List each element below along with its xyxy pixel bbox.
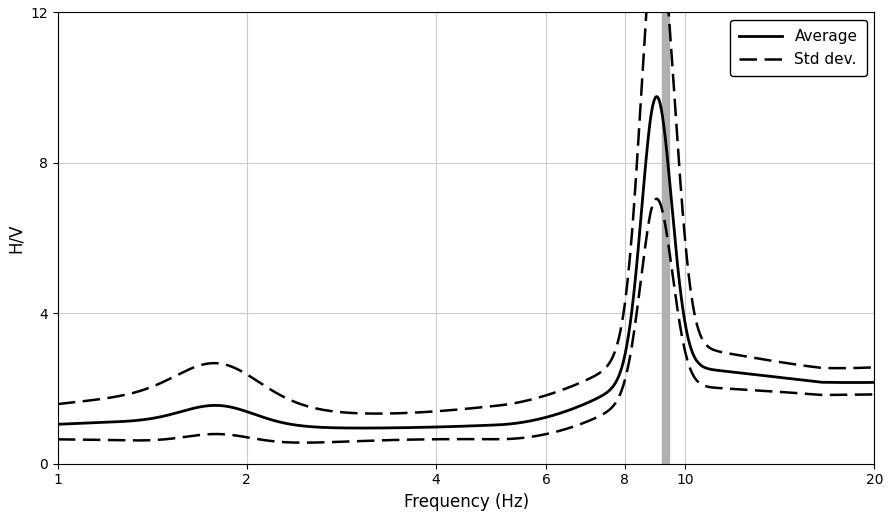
Line: Average: Average [58,96,874,428]
Std dev. [428,408,439,414]
Std dev. [371,410,382,416]
Std dev. [846,365,857,371]
Average [651,93,662,99]
Average [428,424,439,430]
Std dev. [450,407,461,413]
Average [53,421,63,427]
Legend: Average, Std dev.: Average, Std dev. [731,20,867,76]
Average [450,423,461,429]
Average [846,379,856,385]
Std dev. [53,401,63,407]
Std dev. [696,335,707,341]
Line: Std dev.: Std dev. [58,0,874,413]
Average [869,379,879,385]
Average [356,425,367,431]
Average [94,420,105,426]
X-axis label: Frequency (Hz): Frequency (Hz) [403,493,529,511]
Average [846,379,857,385]
Bar [662,12,669,464]
Std dev. [94,396,105,402]
Y-axis label: H/V: H/V [7,223,25,253]
Average [696,363,707,369]
Std dev. [846,365,856,371]
Std dev. [869,364,879,370]
